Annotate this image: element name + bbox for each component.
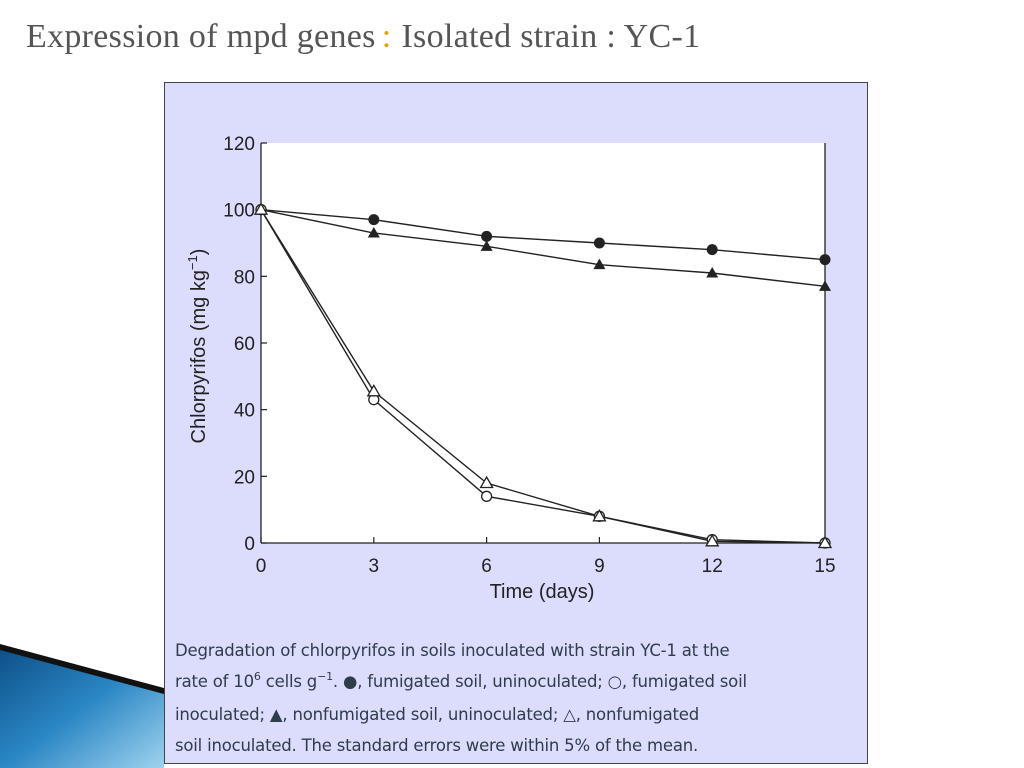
x-tick-label: 3 <box>369 556 380 577</box>
caption-line-1: Degradation of chlorpyrifos in soils ino… <box>175 641 730 660</box>
y-axis-label: Chlorpyrifos (mg kg−1) <box>185 249 210 444</box>
y-tick-label: 20 <box>234 467 255 488</box>
slide-title: Expression of mpd genes: Isolated strain … <box>26 18 700 56</box>
caption-line-3: inoculated; ▲, nonfumigated soil, uninoc… <box>175 705 700 724</box>
series-line-open-triangle <box>260 209 826 544</box>
data-point-filled-triangle <box>706 267 719 278</box>
slide-title-separator: : <box>381 18 392 55</box>
tick-labels: 0 20 40 60 80 100 120 0 3 6 9 12 15 <box>223 134 835 577</box>
data-point-filled-triangle <box>480 240 493 251</box>
caption-line-2-a: rate of 10 <box>175 672 254 691</box>
data-point-open-triangle <box>705 534 720 547</box>
data-point-filled-triangle <box>819 280 831 291</box>
series-markers <box>253 202 833 549</box>
x-tick-label: 12 <box>702 556 723 577</box>
data-point-open-triangle <box>366 384 381 397</box>
data-point-open-triangle <box>592 509 607 522</box>
series-line-filled-circle <box>260 209 826 261</box>
chorpyrifos-degradation-chart: 0 20 40 60 80 100 120 0 3 6 9 12 15 Time (days) Chlo… <box>185 134 836 603</box>
caption-exponent-2: −1 <box>317 670 333 683</box>
data-point-filled-circle <box>368 214 380 226</box>
figure-panel: 0 20 40 60 80 100 120 0 3 6 9 12 15 Time (days) Chlo… <box>164 82 868 764</box>
x-tick-label: 15 <box>814 556 835 577</box>
data-point-open-triangle <box>253 202 269 215</box>
slide-title-main: Expression of mpd genes <box>26 18 376 55</box>
y-axis-label-exponent: −1 <box>185 255 200 270</box>
data-point-filled-circle <box>819 254 831 266</box>
data-point-open-triangle <box>817 535 833 549</box>
caption-line-2-c: . ●, fumigated soil, uninoculated; ○, fu… <box>332 672 747 691</box>
caption-line-4: soil inoculated. The standard errors wer… <box>175 736 699 755</box>
y-tick-label: 80 <box>234 267 255 288</box>
data-point-open-circle <box>480 490 493 502</box>
data-point-filled-circle <box>593 237 605 249</box>
data-point-filled-triangle <box>367 227 380 238</box>
series-line-open-circle <box>260 209 826 544</box>
y-tick-label: 120 <box>223 134 255 155</box>
y-tick-label: 60 <box>234 334 255 355</box>
series-line-filled-triangle <box>260 209 826 287</box>
x-tick-label: 0 <box>256 556 267 577</box>
caption-line-2: rate of 106 cells g−1. ●, fumigated soil… <box>175 666 859 699</box>
x-tick-label: 6 <box>481 556 492 577</box>
caption-line-2-b: cells g <box>260 672 318 691</box>
plot-area <box>261 143 825 543</box>
caption-exponent-1: 6 <box>253 670 261 683</box>
slide-title-strain: Isolated strain : YC-1 <box>401 18 701 55</box>
y-axis-label-close: ) <box>188 249 210 256</box>
decorative-swoosh <box>0 644 164 768</box>
data-point-open-triangle <box>479 475 494 489</box>
y-tick-label: 0 <box>244 534 255 555</box>
series-lines <box>260 209 826 544</box>
data-point-filled-circle <box>706 244 718 256</box>
figure-caption: Degradation of chlorpyrifos in soils ino… <box>175 635 859 761</box>
y-axis-label-text: Chlorpyrifos (mg kg <box>188 270 210 443</box>
y-tick-label: 40 <box>234 401 255 422</box>
y-tick-label: 100 <box>223 201 255 222</box>
data-point-filled-triangle <box>593 258 606 270</box>
x-tick-label: 9 <box>594 556 605 577</box>
data-point-filled-circle <box>481 230 493 242</box>
x-axis-label: Time (days) <box>490 581 595 603</box>
